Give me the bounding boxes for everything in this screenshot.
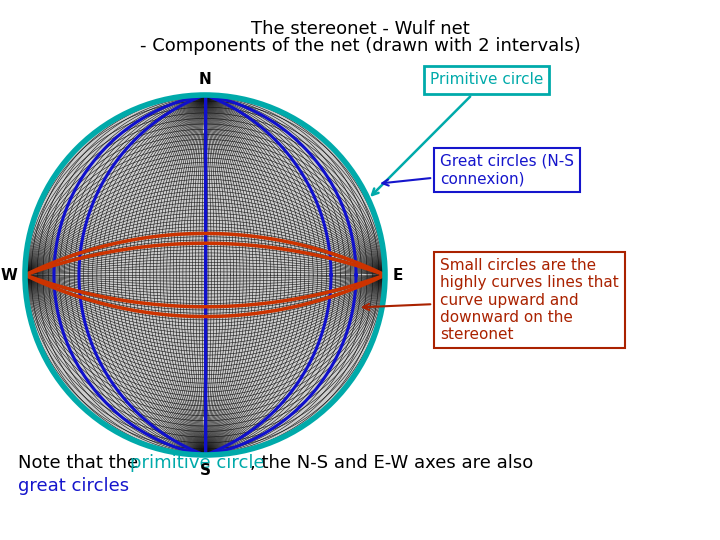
Text: Great circles (N-S
connexion): Great circles (N-S connexion) [382,154,574,186]
Circle shape [25,95,385,455]
Text: Small circles are the
highly curves lines that
curve upward and
downward on the
: Small circles are the highly curves line… [363,258,618,342]
Text: Primitive circle: Primitive circle [372,72,544,195]
Text: S: S [199,463,210,478]
Text: N: N [199,72,212,87]
Text: The stereonet - Wulf net: The stereonet - Wulf net [251,20,469,38]
Text: E: E [393,267,403,282]
Text: - Components of the net (drawn with 2 intervals): - Components of the net (drawn with 2 in… [140,37,580,55]
Text: Note that the: Note that the [18,454,144,472]
Text: , the N-S and E-W axes are also: , the N-S and E-W axes are also [250,454,534,472]
Text: great circles: great circles [18,477,129,495]
Text: primitive circle: primitive circle [130,454,265,472]
Text: W: W [0,267,17,282]
